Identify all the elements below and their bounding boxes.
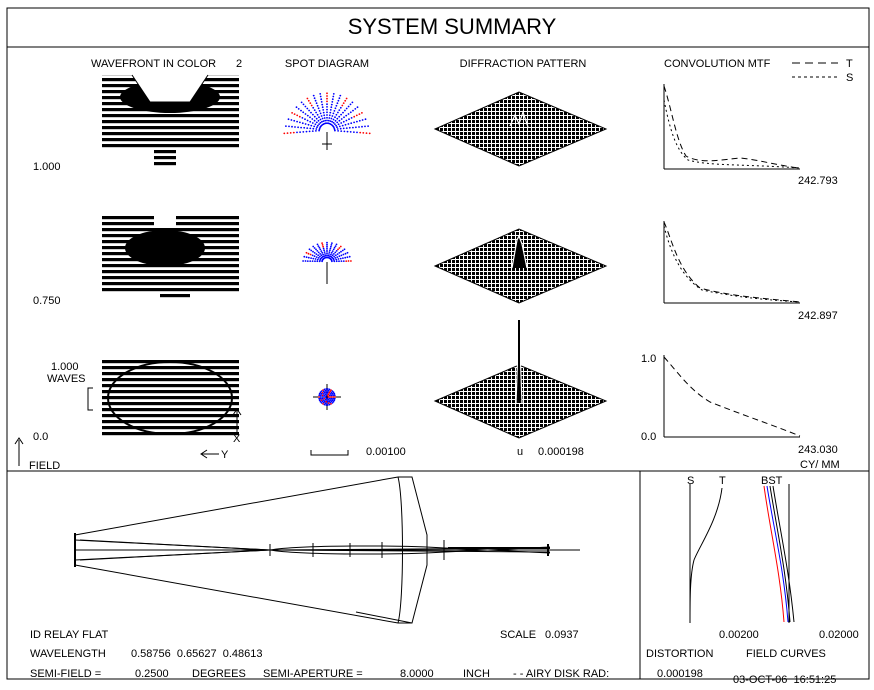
fieldcurve-scale: 0.02000 [819,629,859,641]
semiaperture-value: 8.0000 [400,668,434,680]
wavefront-map-2 [102,214,239,300]
y-axis-label: Y [221,449,229,461]
wavefront-map-3 [102,358,239,438]
spot-scale-value: 0.00100 [366,446,406,458]
distortion-scale: 0.00200 [719,629,759,641]
system-name: ID RELAY FLAT [30,629,109,641]
semifield-label: SEMI-FIELD = [30,668,101,680]
x-arrowhead-icon [232,408,242,416]
airy-disk-value: 0.000198 [657,668,703,680]
airy-disk-label: - - AIRY DISK RAD: [513,668,609,680]
outer-border [6,7,870,680]
field-label-2: 0.750 [33,295,61,307]
field-arrowhead-icon [14,437,24,445]
field-label-3: 0.0 [33,431,48,443]
diff-scale-value: 0.000198 [538,446,584,458]
wavefront-header: WAVEFRONT IN COLOR [91,58,216,70]
diff-scale-mark: u [517,446,523,458]
diffraction-pattern-1 [433,91,608,167]
timestamp: 03-OCT-06 16:51:25 [733,674,836,686]
degrees-label: DEGREES [192,668,246,680]
mtf-axis-bottom: 0.0 [641,431,656,443]
spot-diagram-2 [302,241,352,284]
scale-label: SCALE [500,629,536,641]
wave-scale-value: 1.000 [51,361,79,373]
mtf-axis-unit: CY/ MM [800,459,840,471]
mtf-freq-1: 242.793 [798,175,838,187]
distortion-plot [689,484,723,623]
mtf-freq-2: 242.897 [798,310,838,322]
inch-label: INCH [463,668,490,680]
mtf-legend-t: T [846,58,853,70]
page-title: SYSTEM SUMMARY [348,14,557,39]
diffraction-pattern-2 [433,228,608,304]
wavelength-values: 0.58756 0.65627 0.48613 [131,648,263,660]
mtf-legend-s: S [846,72,853,84]
wavefront-header-number: 2 [236,58,242,70]
semifield-value: 0.2500 [135,668,169,680]
spot-header: SPOT DIAGRAM [285,58,369,70]
mtf-plot-3 [663,355,801,438]
curve-s-label: S [687,475,694,487]
spot-diagram-1 [283,92,371,150]
diffraction-header: DIFFRACTION PATTERN [460,58,587,70]
wavelength-label: WAVELENGTH [30,648,106,660]
spot-diagram-3 [313,384,341,410]
mtf-plot-1 [663,84,801,170]
y-arrowhead-icon [200,449,208,459]
wavefront-map-1 [102,74,239,168]
semiaperture-label: SEMI-APERTURE = [263,668,363,680]
field-axis-label: FIELD [29,460,60,472]
curve-t-label: T [719,475,726,487]
fieldcurves-label: FIELD CURVES [746,648,826,660]
mtf-freq-3: 243.030 [798,444,838,456]
spot-scale-bar [310,450,349,456]
field-label-1: 1.000 [33,161,61,173]
curve-bst-label: BST [761,475,783,487]
diffraction-pattern-3 [433,319,608,439]
distortion-label: DISTORTION [646,648,713,660]
mtf-plot-2 [663,221,801,304]
lens-layout-drawing [74,476,580,624]
mtf-axis-top: 1.0 [641,353,656,365]
mtf-header: CONVOLUTION MTF [664,58,771,70]
x-axis-label: X [233,433,241,445]
scale-value: 0.0937 [545,629,579,641]
wave-scale-bracket [87,387,93,411]
field-curves-plot [763,484,795,623]
wave-scale-unit: WAVES [47,373,86,385]
